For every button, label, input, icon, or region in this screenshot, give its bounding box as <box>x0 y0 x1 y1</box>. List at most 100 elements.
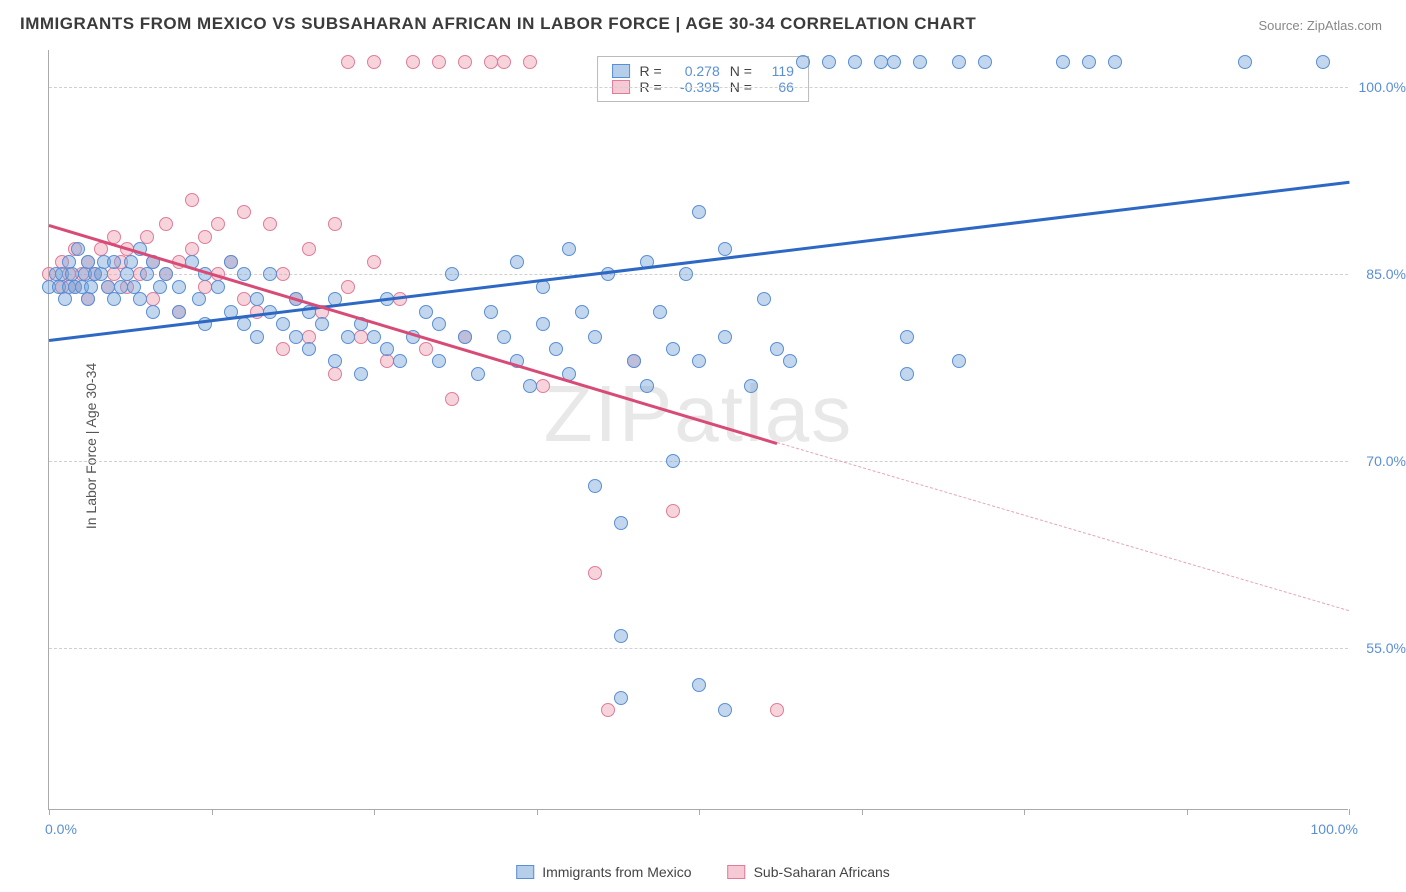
scatter-point-mexico <box>770 342 784 356</box>
scatter-point-mexico <box>237 267 251 281</box>
scatter-point-mexico <box>471 367 485 381</box>
scatter-point-ssa <box>237 205 251 219</box>
y-tick-label: 100.0% <box>1359 79 1406 95</box>
scatter-point-mexico <box>432 354 446 368</box>
scatter-point-mexico <box>1238 55 1252 69</box>
scatter-point-mexico <box>666 342 680 356</box>
scatter-point-mexico <box>114 280 128 294</box>
scatter-point-mexico <box>263 267 277 281</box>
scatter-point-ssa <box>328 217 342 231</box>
scatter-point-ssa <box>276 342 290 356</box>
scatter-point-ssa <box>536 379 550 393</box>
scatter-point-mexico <box>536 317 550 331</box>
scatter-point-mexico <box>172 280 186 294</box>
scatter-point-mexico <box>58 292 72 306</box>
x-tick <box>374 809 375 815</box>
scatter-point-mexico <box>84 280 98 294</box>
scatter-point-mexico <box>107 255 121 269</box>
scatter-point-mexico <box>913 55 927 69</box>
scatter-point-mexico <box>562 242 576 256</box>
scatter-point-mexico <box>614 629 628 643</box>
scatter-point-mexico <box>549 342 563 356</box>
x-axis-max-label: 100.0% <box>1311 821 1358 837</box>
scatter-point-ssa <box>328 367 342 381</box>
x-tick <box>699 809 700 815</box>
watermark-text: ZIPatlas <box>544 368 853 460</box>
scatter-point-mexico <box>250 330 264 344</box>
legend-swatch-icon <box>612 64 630 78</box>
scatter-point-mexico <box>458 330 472 344</box>
scatter-point-ssa <box>198 230 212 244</box>
x-axis-min-label: 0.0% <box>45 821 77 837</box>
y-tick-label: 55.0% <box>1366 640 1406 656</box>
scatter-point-mexico <box>419 305 433 319</box>
scatter-point-mexico <box>124 255 138 269</box>
scatter-point-mexico <box>692 678 706 692</box>
chart-title: IMMIGRANTS FROM MEXICO VS SUBSAHARAN AFR… <box>20 14 976 34</box>
scatter-point-mexico <box>614 516 628 530</box>
scatter-point-ssa <box>367 255 381 269</box>
scatter-point-mexico <box>172 305 186 319</box>
scatter-point-mexico <box>159 267 173 281</box>
legend-item: Immigrants from Mexico <box>516 864 691 880</box>
scatter-point-mexico <box>302 342 316 356</box>
scatter-point-mexico <box>354 367 368 381</box>
scatter-point-mexico <box>718 330 732 344</box>
scatter-point-mexico <box>1056 55 1070 69</box>
x-tick <box>537 809 538 815</box>
scatter-point-mexico <box>393 354 407 368</box>
x-tick <box>862 809 863 815</box>
scatter-point-mexico <box>81 292 95 306</box>
plot-area: ZIPatlas R =0.278N =119R =-0.395N =66 0.… <box>48 50 1348 810</box>
scatter-point-mexico <box>107 292 121 306</box>
scatter-point-ssa <box>211 217 225 231</box>
legend-label: Immigrants from Mexico <box>542 864 691 880</box>
scatter-point-ssa <box>185 193 199 207</box>
stats-r-value: 0.278 <box>672 63 720 79</box>
scatter-point-mexico <box>653 305 667 319</box>
scatter-point-mexico <box>679 267 693 281</box>
y-tick-label: 70.0% <box>1366 453 1406 469</box>
gridline-h <box>49 648 1348 649</box>
scatter-point-mexico <box>900 367 914 381</box>
scatter-point-mexico <box>1082 55 1096 69</box>
stats-row: R =0.278N =119 <box>612 63 794 79</box>
scatter-point-ssa <box>341 280 355 294</box>
scatter-point-ssa <box>666 504 680 518</box>
scatter-point-mexico <box>380 342 394 356</box>
legend-item: Sub-Saharan Africans <box>728 864 890 880</box>
scatter-point-ssa <box>770 703 784 717</box>
scatter-point-mexico <box>276 317 290 331</box>
scatter-point-mexico <box>666 454 680 468</box>
scatter-point-mexico <box>211 280 225 294</box>
scatter-point-mexico <box>133 292 147 306</box>
scatter-point-ssa <box>419 342 433 356</box>
scatter-point-ssa <box>432 55 446 69</box>
stats-n-value: 119 <box>762 63 794 79</box>
stats-legend-box: R =0.278N =119R =-0.395N =66 <box>597 56 809 102</box>
scatter-point-mexico <box>588 330 602 344</box>
scatter-point-ssa <box>159 217 173 231</box>
scatter-point-mexico <box>887 55 901 69</box>
scatter-point-ssa <box>445 392 459 406</box>
scatter-point-mexico <box>315 317 329 331</box>
scatter-point-ssa <box>367 55 381 69</box>
scatter-point-ssa <box>484 55 498 69</box>
legend-swatch-icon <box>728 865 746 879</box>
scatter-point-mexico <box>718 242 732 256</box>
scatter-point-mexico <box>510 255 524 269</box>
scatter-point-ssa <box>263 217 277 231</box>
scatter-point-mexico <box>978 55 992 69</box>
gridline-h <box>49 461 1348 462</box>
scatter-point-ssa <box>497 55 511 69</box>
scatter-point-ssa <box>380 354 394 368</box>
scatter-point-mexico <box>692 205 706 219</box>
scatter-point-ssa <box>341 55 355 69</box>
bottom-legend: Immigrants from Mexico Sub-Saharan Africa… <box>516 864 890 880</box>
scatter-point-mexico <box>588 479 602 493</box>
source-label: Source: ZipAtlas.com <box>1258 18 1382 33</box>
trendline-ssa-solid <box>49 224 778 444</box>
scatter-point-mexico <box>153 280 167 294</box>
scatter-point-mexico <box>341 330 355 344</box>
legend-label: Sub-Saharan Africans <box>754 864 890 880</box>
